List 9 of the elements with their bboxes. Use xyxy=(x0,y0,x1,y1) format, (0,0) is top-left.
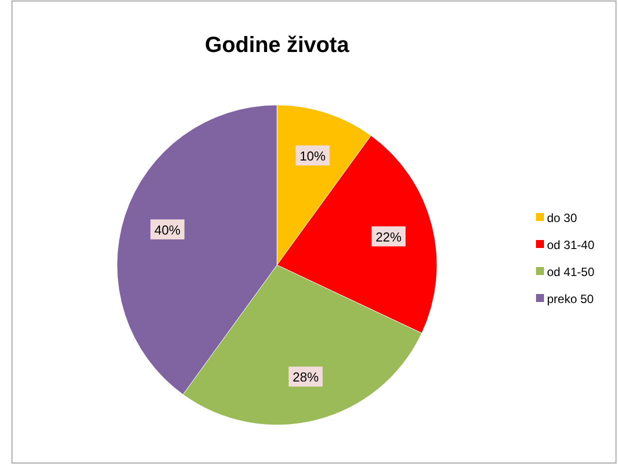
data-label: 40% xyxy=(154,222,181,238)
legend-label: preko 50 xyxy=(547,292,594,306)
legend-label: od 31-40 xyxy=(547,238,595,252)
legend-label: od 41-50 xyxy=(547,265,595,279)
data-label: 10% xyxy=(300,148,326,164)
legend-label: do 30 xyxy=(547,211,578,225)
data-label: 22% xyxy=(376,229,402,244)
data-label: 28% xyxy=(292,370,320,385)
chart-title: Godine života xyxy=(204,32,350,57)
